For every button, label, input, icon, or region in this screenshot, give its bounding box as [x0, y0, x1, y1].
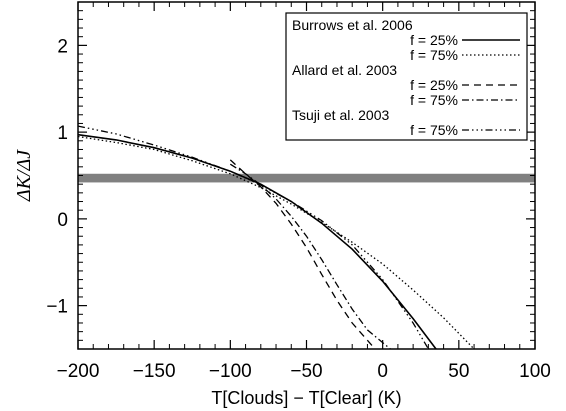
plot-area: −200 −150 −100 −50 0 50 100 −1 0 1 2	[46, 1, 551, 382]
reference-band	[78, 173, 535, 183]
legend-entry-label: f = 75%	[410, 122, 458, 138]
y-tick-label: −1	[46, 297, 68, 318]
y-tick-label: 1	[57, 123, 68, 144]
series-line-0	[78, 133, 437, 349]
legend-group-title: Allard et al. 2003	[292, 62, 397, 78]
ticks-layer: −200 −150 −100 −50 0 50 100 −1 0 1 2	[46, 1, 551, 382]
x-tick-label: −150	[133, 361, 176, 382]
series-line-3	[229, 163, 391, 349]
series-line-4	[78, 125, 429, 349]
y-axis-label: ΔK/ΔJ	[13, 149, 35, 202]
legend-box	[285, 12, 528, 141]
x-tick-label: 0	[377, 361, 388, 382]
x-tick-label: 100	[519, 361, 551, 382]
x-tick-label: −200	[57, 361, 100, 382]
legend-entry-label: f = 75%	[410, 92, 458, 108]
legend-group-title: Tsuji et al. 2003	[292, 107, 389, 123]
x-tick-label: −100	[209, 361, 252, 382]
legend-entry-label: f = 25%	[410, 32, 458, 48]
series-layer	[78, 125, 475, 349]
y-tick-label: 0	[57, 210, 68, 231]
y-tick-label: 2	[57, 36, 68, 57]
legend-group-title: Burrows et al. 2006	[292, 17, 413, 33]
series-line-1	[78, 135, 475, 349]
legend-entry-label: f = 25%	[410, 77, 458, 93]
series-line-2	[229, 159, 376, 349]
x-tick-label: 50	[448, 361, 469, 382]
x-axis-label: T[Clouds] − T[Clear] (K)	[211, 388, 401, 408]
legend-entry-label: f = 75%	[410, 47, 458, 63]
x-tick-label: −50	[290, 361, 322, 382]
